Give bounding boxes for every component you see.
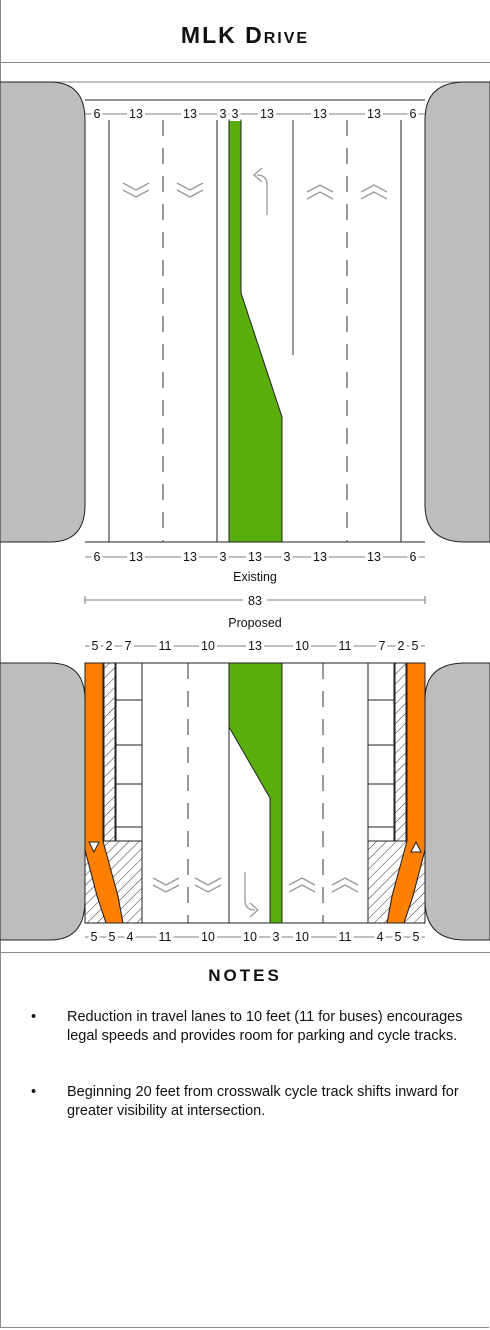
dim-label: 5 <box>413 930 420 944</box>
dim-label: 5 <box>412 639 419 653</box>
dim-label: 11 <box>339 930 352 944</box>
dim-label: 13 <box>248 639 262 653</box>
dim-label: 6 <box>94 550 101 564</box>
parking-right <box>367 662 395 842</box>
dim-label: 2 <box>106 639 113 653</box>
dim-label: 10 <box>295 930 309 944</box>
triangle-up-icon <box>410 840 422 853</box>
dim-label: 13 <box>248 550 262 564</box>
dim-label: 10 <box>243 930 257 944</box>
existing-top-dims: 6 13 13 3 3 13 13 13 6 <box>85 107 425 121</box>
dim-label: 7 <box>125 639 132 653</box>
dim-label: 6 <box>410 550 417 564</box>
dim-label: 13 <box>183 107 197 121</box>
dimension-labels: 6 13 13 3 3 13 13 13 6 6 13 13 3 13 3 13… <box>84 107 426 944</box>
dim-label: 3 <box>232 107 239 121</box>
median <box>228 662 283 924</box>
dim-label: 10 <box>295 639 309 653</box>
dim-label: 3 <box>273 930 280 944</box>
dim-label: 2 <box>398 639 405 653</box>
turn-arrow-icon <box>244 872 259 918</box>
dim-label: 5 <box>395 930 402 944</box>
right-curb <box>424 662 490 941</box>
dim-label: 13 <box>129 107 143 121</box>
dim-label: 3 <box>220 107 227 121</box>
chevron-up-icon <box>288 877 316 893</box>
existing-bottom-dims: 6 13 13 3 13 3 13 13 6 <box>85 550 425 564</box>
note-text: Reduction in travel lanes to 10 feet (11… <box>67 1009 463 1044</box>
chevron-up-icon <box>306 184 334 200</box>
buffer-right <box>394 662 407 842</box>
dim-label: 10 <box>201 930 215 944</box>
proposed-label: Proposed <box>228 616 282 630</box>
right-curb <box>424 81 490 543</box>
title-box: MLK Drive <box>0 0 490 63</box>
dim-label: 11 <box>159 639 172 653</box>
dim-label: 3 <box>220 550 227 564</box>
triangle-down-icon <box>88 841 100 854</box>
parking-left <box>115 662 143 842</box>
chevron-down-icon <box>176 182 204 198</box>
chevron-up-icon <box>331 877 359 893</box>
dim-label: 13 <box>367 550 381 564</box>
bullet-icon: • <box>31 1084 37 1100</box>
proposed-top-dims: 5 2 7 11 10 13 10 11 7 2 5 <box>85 639 425 653</box>
buffer-left <box>103 662 116 842</box>
dim-label: 5 <box>92 639 99 653</box>
chevron-down-icon <box>194 877 222 893</box>
dim-label: 5 <box>91 930 98 944</box>
dim-label: 13 <box>129 550 143 564</box>
dim-label: 4 <box>377 930 384 944</box>
chevron-down-icon <box>152 877 180 893</box>
chevron-down-icon <box>122 182 150 198</box>
proposed-bottom-dims: 5 5 4 11 10 10 3 10 11 4 5 5 <box>85 930 425 944</box>
total-width-label: 83 <box>248 594 262 608</box>
notes-heading: Notes <box>208 966 282 985</box>
dim-label: 13 <box>313 107 327 121</box>
dim-label: 13 <box>260 107 274 121</box>
street-plan: 6 13 13 3 3 13 13 13 6 6 13 13 3 13 3 13… <box>0 81 490 944</box>
dim-label: 5 <box>109 930 116 944</box>
dim-label: 11 <box>159 930 172 944</box>
dim-label: 6 <box>410 107 417 121</box>
dim-label: 13 <box>367 107 381 121</box>
dim-label: 10 <box>201 639 215 653</box>
left-curb <box>0 662 86 941</box>
chevron-up-icon <box>360 184 388 200</box>
page-title: MLK Drive <box>180 22 310 48</box>
left-turn-arrow-icon <box>253 167 268 215</box>
notes-section: Notes • Reduction in travel lanes to 10 … <box>0 952 490 1330</box>
median <box>228 119 283 543</box>
bullet-icon: • <box>31 1009 37 1025</box>
left-curb <box>0 81 86 543</box>
dim-label: 4 <box>127 930 134 944</box>
dim-label: 7 <box>379 639 386 653</box>
proposed-plan <box>0 662 490 941</box>
existing-label: Existing <box>233 570 277 584</box>
dim-label: 11 <box>339 639 352 653</box>
dim-label: 13 <box>313 550 327 564</box>
existing-plan <box>0 81 490 543</box>
dim-label: 13 <box>183 550 197 564</box>
dim-label: 3 <box>284 550 291 564</box>
dim-label: 6 <box>94 107 101 121</box>
note-text: Beginning 20 feet from crosswalk cycle t… <box>67 1084 459 1119</box>
